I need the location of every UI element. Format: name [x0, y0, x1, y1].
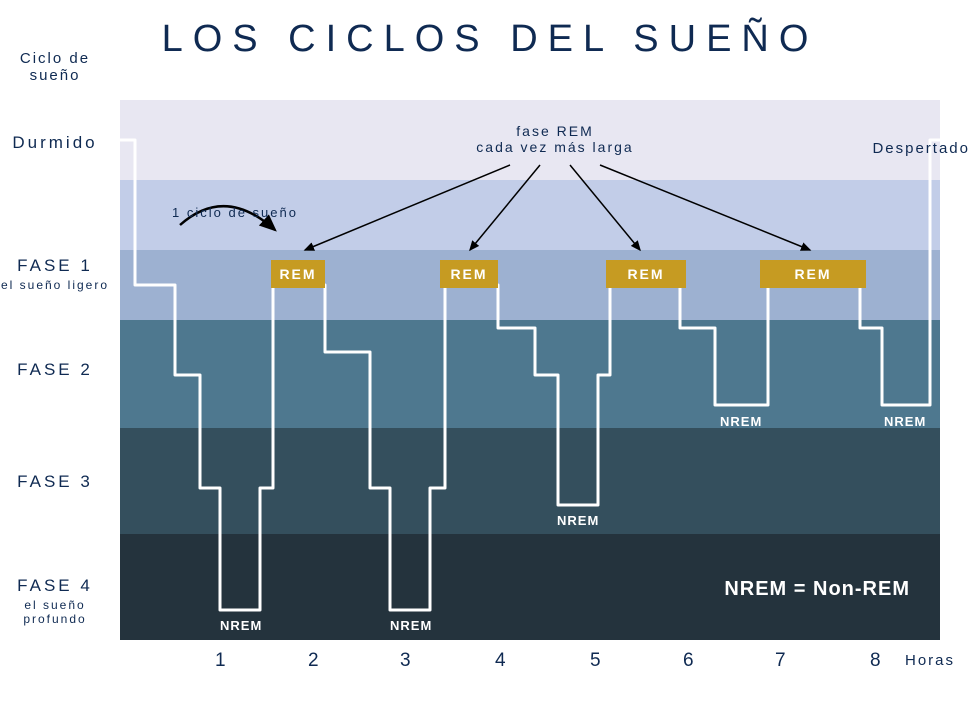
- y-label-fase3: FASE 3: [0, 472, 110, 492]
- x-tick: 3: [400, 650, 413, 672]
- rem-arrow: [600, 165, 810, 250]
- top-left-label: Ciclo de sueño: [0, 50, 110, 84]
- cycle-annotation: 1 ciclo de sueño: [150, 205, 320, 220]
- chart-svg: [120, 100, 940, 640]
- nrem-label: NREM: [390, 618, 432, 633]
- x-tick: 4: [495, 650, 508, 672]
- x-tick: 5: [590, 650, 603, 672]
- despertado-label: Despertado: [872, 140, 970, 157]
- page-title: LOS CICLOS DEL SUEÑO: [0, 18, 980, 61]
- rem-arrow: [305, 165, 510, 250]
- nrem-label: NREM: [884, 414, 926, 429]
- chart-area: fase REM cada vez más larga 1 ciclo de s…: [120, 100, 940, 640]
- nrem-label: NREM: [557, 513, 599, 528]
- y-label-fase2: FASE 2: [0, 360, 110, 380]
- fase1-sub: el sueño ligero: [0, 278, 110, 292]
- rem-block: REM: [606, 260, 686, 288]
- rem-block: REM: [760, 260, 866, 288]
- x-tick: 2: [308, 650, 321, 672]
- fase4-text: FASE 4: [17, 576, 93, 595]
- y-label-fase4: FASE 4 el sueño profundo: [0, 576, 110, 626]
- nrem-label: NREM: [720, 414, 762, 429]
- x-axis-label: Horas: [905, 652, 955, 669]
- fase1-text: FASE 1: [17, 256, 93, 275]
- nrem-definition: NREM = Non-REM: [724, 578, 910, 601]
- rem-phase-line2: cada vez más larga: [476, 139, 633, 155]
- rem-phase-annotation: fase REM cada vez más larga: [430, 123, 680, 155]
- rem-block: REM: [271, 260, 325, 288]
- fase4-sub: el sueño profundo: [0, 598, 110, 626]
- rem-block: REM: [440, 260, 498, 288]
- x-tick: 1: [215, 650, 228, 672]
- x-tick: 7: [775, 650, 788, 672]
- y-label-durmido: Durmido: [0, 133, 110, 153]
- x-tick: 6: [683, 650, 696, 672]
- x-tick: 8: [870, 650, 883, 672]
- rem-arrow: [570, 165, 640, 250]
- rem-phase-line1: fase REM: [516, 123, 593, 139]
- y-label-fase1: FASE 1 el sueño ligero: [0, 256, 110, 292]
- nrem-label: NREM: [220, 618, 262, 633]
